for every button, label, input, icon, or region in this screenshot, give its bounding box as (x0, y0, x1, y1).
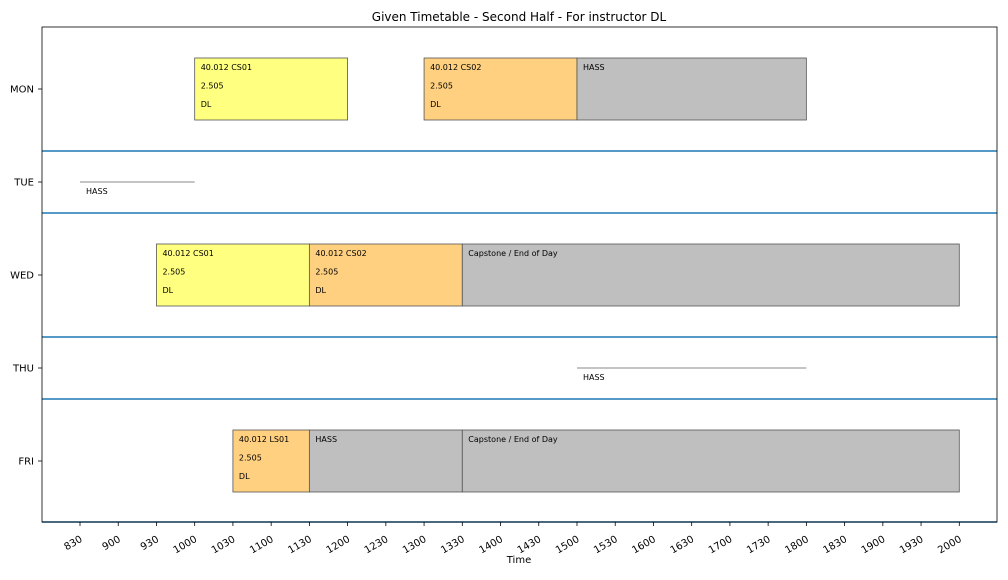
event-fri-10: Capstone / End of Day (461, 429, 960, 493)
event-label: DL (315, 286, 326, 295)
x-tick-label: 1000 (172, 534, 200, 556)
y-tick-label-wed: WED (10, 271, 34, 282)
x-tick-label: 1730 (745, 534, 773, 556)
x-tick-label: 830 (62, 534, 84, 553)
event-label: 40.012 LS01 (239, 435, 289, 444)
x-tick-label: 1300 (401, 534, 429, 556)
event-label: 2.505 (239, 454, 262, 463)
x-tick-label: 1930 (898, 534, 926, 556)
event-label: 40.012 CS01 (201, 63, 252, 72)
event-fri-9: HASS (308, 429, 463, 493)
event-label: Capstone / End of Day (468, 435, 558, 444)
x-tick-label: 900 (101, 534, 123, 553)
event-block (576, 57, 807, 121)
event-label: 2.505 (430, 82, 453, 91)
x-tick-label: 930 (139, 534, 161, 553)
x-tick-label: 1330 (439, 534, 467, 556)
x-tick-label: 1130 (286, 534, 314, 556)
event-label: HASS (583, 373, 605, 382)
event-label: Capstone / End of Day (468, 249, 558, 258)
event-block (308, 429, 463, 493)
event-thu-7: HASS (576, 367, 807, 382)
x-tick-label: 1630 (669, 534, 697, 556)
x-axis-label: Time (506, 555, 531, 566)
chart-title: Given Timetable - Second Half - For inst… (372, 10, 667, 24)
x-tick-label: 1200 (325, 534, 353, 556)
x-tick-label: 1430 (516, 534, 544, 556)
x-tick-label: 1400 (477, 534, 505, 556)
event-wed-6: Capstone / End of Day (461, 243, 960, 307)
y-tick-label-fri: FRI (18, 457, 34, 468)
x-tick-label: 1030 (210, 534, 238, 556)
event-block (194, 57, 349, 121)
axes-frame (41, 26, 998, 523)
event-mon-0: 40.012 CS01 2.505 DL (194, 57, 349, 121)
x-tick-label: 1100 (248, 534, 276, 556)
event-mon-1: 40.012 CS02 2.505 DL (423, 57, 578, 121)
event-label: DL (430, 100, 441, 109)
event-label: 2.505 (201, 82, 224, 91)
day-separators (42, 150, 997, 523)
x-tick-label: 1230 (363, 534, 391, 556)
x-tick-label: 1530 (592, 534, 620, 556)
x-tick-label: 1700 (707, 534, 735, 556)
x-tick-label: 1600 (630, 534, 658, 556)
event-label: HASS (315, 435, 337, 444)
event-label: DL (201, 100, 212, 109)
event-block (461, 243, 960, 307)
event-label: 40.012 CS02 (315, 249, 366, 258)
event-block (308, 243, 463, 307)
event-fri-8: 40.012 LS01 2.505 DL (232, 429, 310, 493)
event-block (423, 57, 578, 121)
y-tick-label-thu: THU (12, 364, 34, 375)
event-wed-4: 40.012 CS01 2.505 DL (156, 243, 310, 307)
event-label: DL (162, 286, 173, 295)
event-tue-3: HASS (80, 181, 195, 196)
event-label: 40.012 CS02 (430, 63, 481, 72)
y-tick-label-tue: TUE (13, 178, 34, 189)
x-tick-label: 1500 (554, 534, 582, 556)
event-label: HASS (86, 187, 108, 196)
event-label: 2.505 (315, 268, 338, 277)
x-tick-label: 1830 (822, 534, 850, 556)
x-tick-label: 1900 (860, 534, 888, 556)
event-block (156, 243, 310, 307)
event-label: 40.012 CS01 (162, 249, 213, 258)
x-tick-label: 2000 (936, 534, 964, 556)
x-tick-label: 1800 (783, 534, 811, 556)
event-block (461, 429, 960, 493)
event-blocks: 40.012 CS01 2.505 DL 40.012 CS02 2.505 DL HASS… (80, 57, 960, 493)
event-label: 2.505 (162, 268, 185, 277)
y-tick-label-mon: MON (10, 85, 34, 96)
event-wed-5: 40.012 CS02 2.505 DL (308, 243, 463, 307)
event-mon-2: HASS (576, 57, 807, 121)
event-label: HASS (583, 63, 605, 72)
event-label: DL (239, 472, 250, 481)
